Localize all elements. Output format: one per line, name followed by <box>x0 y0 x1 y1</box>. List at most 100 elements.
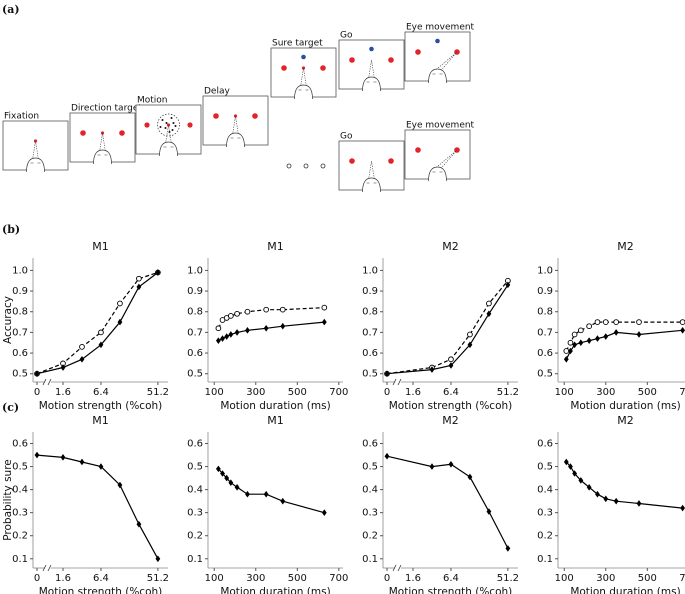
y-tick-label: 1.0 <box>362 265 378 276</box>
chart-title: M2 <box>442 414 459 427</box>
x-tick-label: 6.4 <box>93 387 109 398</box>
stage-label: Go <box>340 31 353 41</box>
axis-break <box>392 378 402 386</box>
panel-label: (c) <box>2 401 19 414</box>
point-marker <box>280 497 286 505</box>
point-marker <box>321 304 328 311</box>
point-marker <box>220 335 225 342</box>
point-marker <box>263 306 270 313</box>
head <box>159 141 178 157</box>
point-marker <box>245 490 250 498</box>
y-tick-label: 0.9 <box>362 286 378 297</box>
stage-label: Eye movement <box>406 121 475 131</box>
point-marker <box>79 458 85 466</box>
y-tick-label: 0.4 <box>187 485 203 496</box>
y-axis-label: Probability sure <box>2 459 14 541</box>
y-tick-label: 0.3 <box>537 508 553 519</box>
point-marker <box>572 470 578 477</box>
x-tick-label: 300 <box>596 573 615 584</box>
series-line <box>386 284 509 375</box>
y-tick-label: 0.5 <box>187 462 203 473</box>
y-tick-label: 0.7 <box>12 327 28 338</box>
stage: Delay <box>202 87 269 148</box>
point-marker <box>486 508 492 515</box>
point-marker <box>220 470 225 477</box>
point-marker <box>429 366 435 373</box>
head <box>294 84 313 100</box>
point-marker <box>636 331 642 338</box>
y-tick-label: 0.6 <box>187 439 203 450</box>
point-marker <box>228 331 234 338</box>
x-tick-label: 1.6 <box>405 387 421 398</box>
head <box>428 68 447 84</box>
x-tick-label: 700 <box>329 387 348 398</box>
point-marker <box>571 331 578 338</box>
target <box>388 158 394 164</box>
x-tick-label: 500 <box>638 573 657 584</box>
x-tick-label: 300 <box>596 387 615 398</box>
point-marker <box>60 454 66 461</box>
ellipsis-dot <box>320 163 326 169</box>
y-tick-label: 0.3 <box>12 508 28 519</box>
point-marker <box>586 484 592 491</box>
y-tick-label: 0.1 <box>362 554 378 565</box>
point-marker <box>636 500 642 507</box>
point-marker <box>245 327 250 334</box>
point-marker <box>136 520 142 528</box>
point-marker <box>321 318 327 326</box>
point-marker <box>680 327 685 334</box>
y-tick-label: 0.5 <box>187 369 203 380</box>
x-tick-label: 500 <box>638 387 657 398</box>
point-marker <box>263 324 269 332</box>
chart-title: M2 <box>617 414 634 427</box>
y-tick-label: 0.2 <box>362 531 378 542</box>
x-axis-label: Motion duration (ms) <box>570 586 680 594</box>
y-tick-label: 1.0 <box>537 265 553 276</box>
point-marker <box>384 370 390 378</box>
point-marker <box>34 451 40 459</box>
point-marker <box>680 504 685 512</box>
point-marker <box>98 341 104 349</box>
x-tick-label: 100 <box>555 573 574 584</box>
series-line <box>218 321 325 342</box>
gaze <box>434 51 458 72</box>
point-marker <box>594 319 601 325</box>
point-marker <box>215 337 221 344</box>
y-tick-label: 0.8 <box>187 307 203 318</box>
aperture <box>157 113 180 137</box>
stage: Go <box>338 31 405 92</box>
stage-label: Go <box>340 132 353 142</box>
series-line <box>217 468 325 514</box>
stage-label: Fixation <box>4 112 39 122</box>
x-tick-label: 6.4 <box>443 387 459 398</box>
series-line <box>386 280 509 375</box>
sure-target <box>435 38 440 44</box>
y-tick-label: 0.1 <box>537 554 553 565</box>
y-tick-label: 0.6 <box>12 439 28 450</box>
point-marker <box>563 355 569 363</box>
point-marker <box>234 329 240 336</box>
y-tick-label: 0.8 <box>12 307 28 318</box>
point-marker <box>215 465 221 473</box>
point-marker <box>136 275 142 282</box>
panel-label: (a) <box>2 3 20 16</box>
sure-target <box>369 46 374 52</box>
point-marker <box>263 490 269 498</box>
point-marker <box>486 310 492 318</box>
axis-break <box>42 564 52 572</box>
x-axis-label: Motion strength (%coh) <box>39 400 163 412</box>
motion-dot <box>168 131 171 133</box>
motion-dot <box>170 117 173 119</box>
point-marker <box>568 463 573 470</box>
point-marker <box>279 306 286 313</box>
chart-title: M1 <box>92 414 109 427</box>
point-marker <box>227 313 234 319</box>
x-axis-label: Motion strength (%coh) <box>39 586 163 594</box>
point-marker <box>79 355 85 363</box>
point-marker <box>505 281 511 289</box>
stage: Sure target <box>270 39 337 100</box>
target <box>144 122 150 128</box>
x-tick-label: 51.2 <box>147 573 169 584</box>
x-tick-label: 700 <box>679 387 685 398</box>
y-tick-label: 0.9 <box>537 286 553 297</box>
